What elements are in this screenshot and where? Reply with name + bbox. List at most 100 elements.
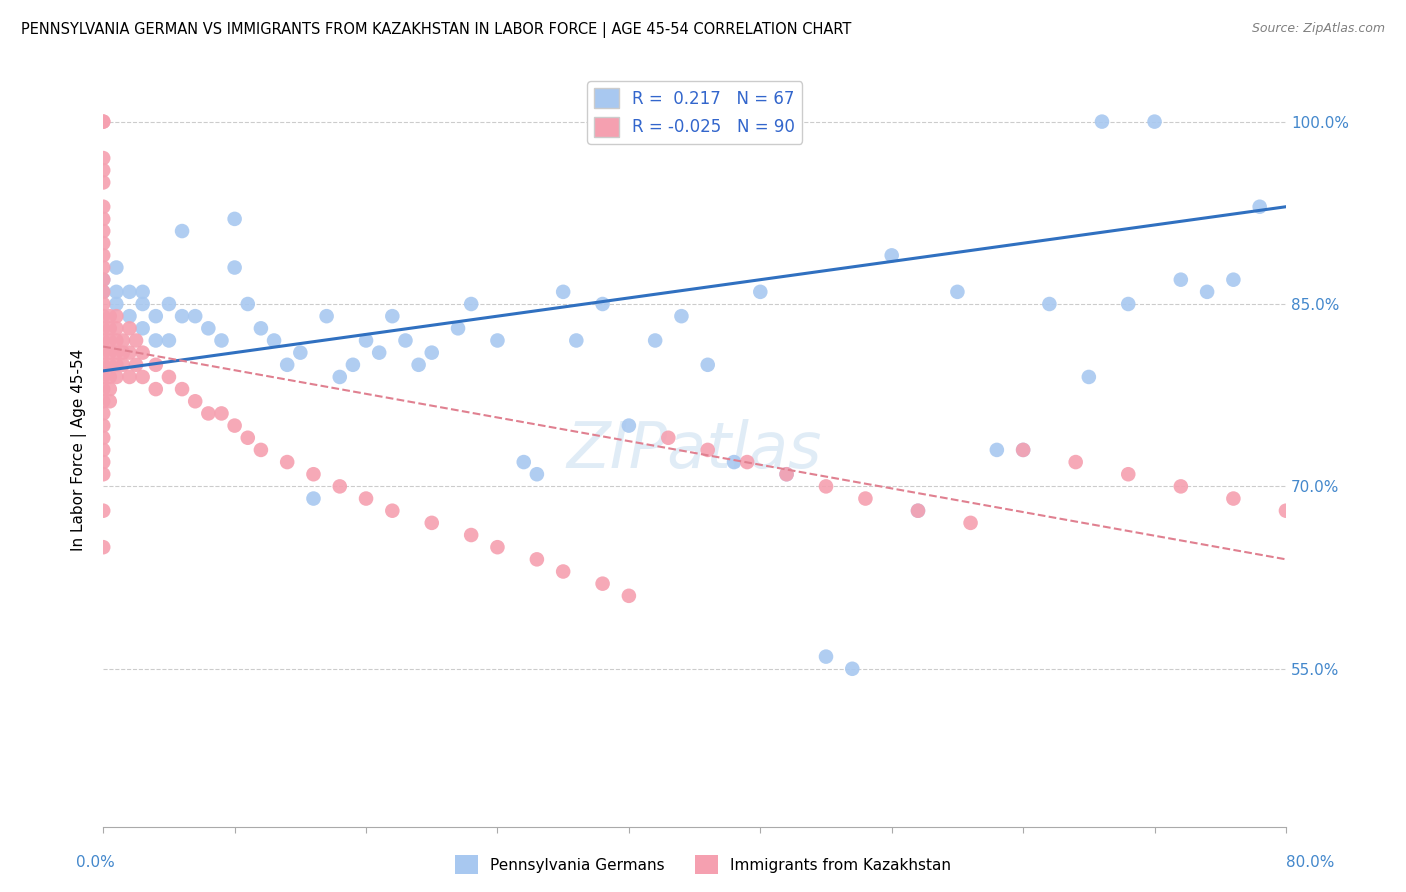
Point	[354, 334, 377, 348]
Point	[91, 370, 114, 384]
Text: PENNSYLVANIA GERMAN VS IMMIGRANTS FROM KAZAKHSTAN IN LABOR FORCE | AGE 45-54 COR: PENNSYLVANIA GERMAN VS IMMIGRANTS FROM K…	[21, 22, 852, 38]
Point	[526, 467, 548, 482]
Point	[145, 382, 167, 396]
Legend: R =  0.217   N = 67, R = -0.025   N = 90: R = 0.217 N = 67, R = -0.025 N = 90	[588, 81, 801, 144]
Point	[513, 455, 536, 469]
Point	[1012, 442, 1035, 457]
Point	[1249, 200, 1271, 214]
Point	[276, 455, 298, 469]
Point	[131, 297, 153, 311]
Point	[368, 345, 391, 359]
Point	[644, 334, 666, 348]
Point	[118, 345, 141, 359]
Point	[1143, 114, 1166, 128]
Point	[105, 260, 128, 275]
Point	[91, 163, 114, 178]
Point	[91, 455, 114, 469]
Point	[354, 491, 377, 506]
Point	[814, 649, 837, 664]
Point	[1170, 479, 1192, 493]
Point	[775, 467, 797, 482]
Point	[381, 504, 404, 518]
Point	[814, 479, 837, 493]
Point	[959, 516, 981, 530]
Point	[671, 309, 693, 323]
Point	[91, 309, 114, 323]
Point	[1116, 467, 1139, 482]
Point	[841, 662, 863, 676]
Point	[302, 467, 325, 482]
Point	[1091, 114, 1114, 128]
Point	[224, 418, 246, 433]
Point	[91, 224, 114, 238]
Point	[91, 273, 114, 287]
Point	[250, 321, 273, 335]
Point	[118, 285, 141, 299]
Point	[381, 309, 404, 323]
Point	[118, 309, 141, 323]
Point	[420, 345, 443, 359]
Point	[1012, 442, 1035, 457]
Y-axis label: In Labor Force | Age 45-54: In Labor Force | Age 45-54	[72, 349, 87, 551]
Point	[696, 358, 718, 372]
Point	[211, 406, 233, 420]
Point	[329, 479, 352, 493]
Point	[131, 345, 153, 359]
Point	[986, 442, 1008, 457]
Point	[617, 589, 640, 603]
Text: 80.0%: 80.0%	[1286, 855, 1334, 870]
Point	[1197, 285, 1219, 299]
Point	[946, 285, 969, 299]
Point	[749, 285, 772, 299]
Point	[1222, 273, 1244, 287]
Point	[98, 370, 121, 384]
Point	[1064, 455, 1087, 469]
Point	[1038, 297, 1060, 311]
Point	[775, 467, 797, 482]
Point	[420, 516, 443, 530]
Point	[105, 321, 128, 335]
Point	[1275, 504, 1298, 518]
Point	[105, 309, 128, 323]
Point	[855, 491, 877, 506]
Point	[91, 297, 114, 311]
Point	[91, 248, 114, 262]
Point	[1222, 491, 1244, 506]
Point	[91, 442, 114, 457]
Point	[91, 321, 114, 335]
Point	[91, 334, 114, 348]
Point	[131, 285, 153, 299]
Point	[565, 334, 588, 348]
Point	[145, 334, 167, 348]
Point	[91, 540, 114, 554]
Point	[342, 358, 364, 372]
Point	[125, 358, 148, 372]
Point	[91, 345, 114, 359]
Point	[91, 285, 114, 299]
Point	[91, 406, 114, 420]
Point	[553, 285, 575, 299]
Point	[907, 504, 929, 518]
Point	[118, 370, 141, 384]
Point	[98, 309, 121, 323]
Point	[131, 370, 153, 384]
Point	[486, 540, 509, 554]
Point	[592, 576, 614, 591]
Point	[98, 358, 121, 372]
Point	[329, 370, 352, 384]
Point	[394, 334, 416, 348]
Point	[184, 309, 207, 323]
Point	[735, 455, 758, 469]
Point	[696, 442, 718, 457]
Point	[91, 382, 114, 396]
Point	[98, 345, 121, 359]
Point	[118, 321, 141, 335]
Point	[250, 442, 273, 457]
Point	[91, 394, 114, 409]
Point	[105, 358, 128, 372]
Point	[460, 528, 482, 542]
Point	[657, 431, 679, 445]
Point	[723, 455, 745, 469]
Point	[98, 321, 121, 335]
Point	[91, 200, 114, 214]
